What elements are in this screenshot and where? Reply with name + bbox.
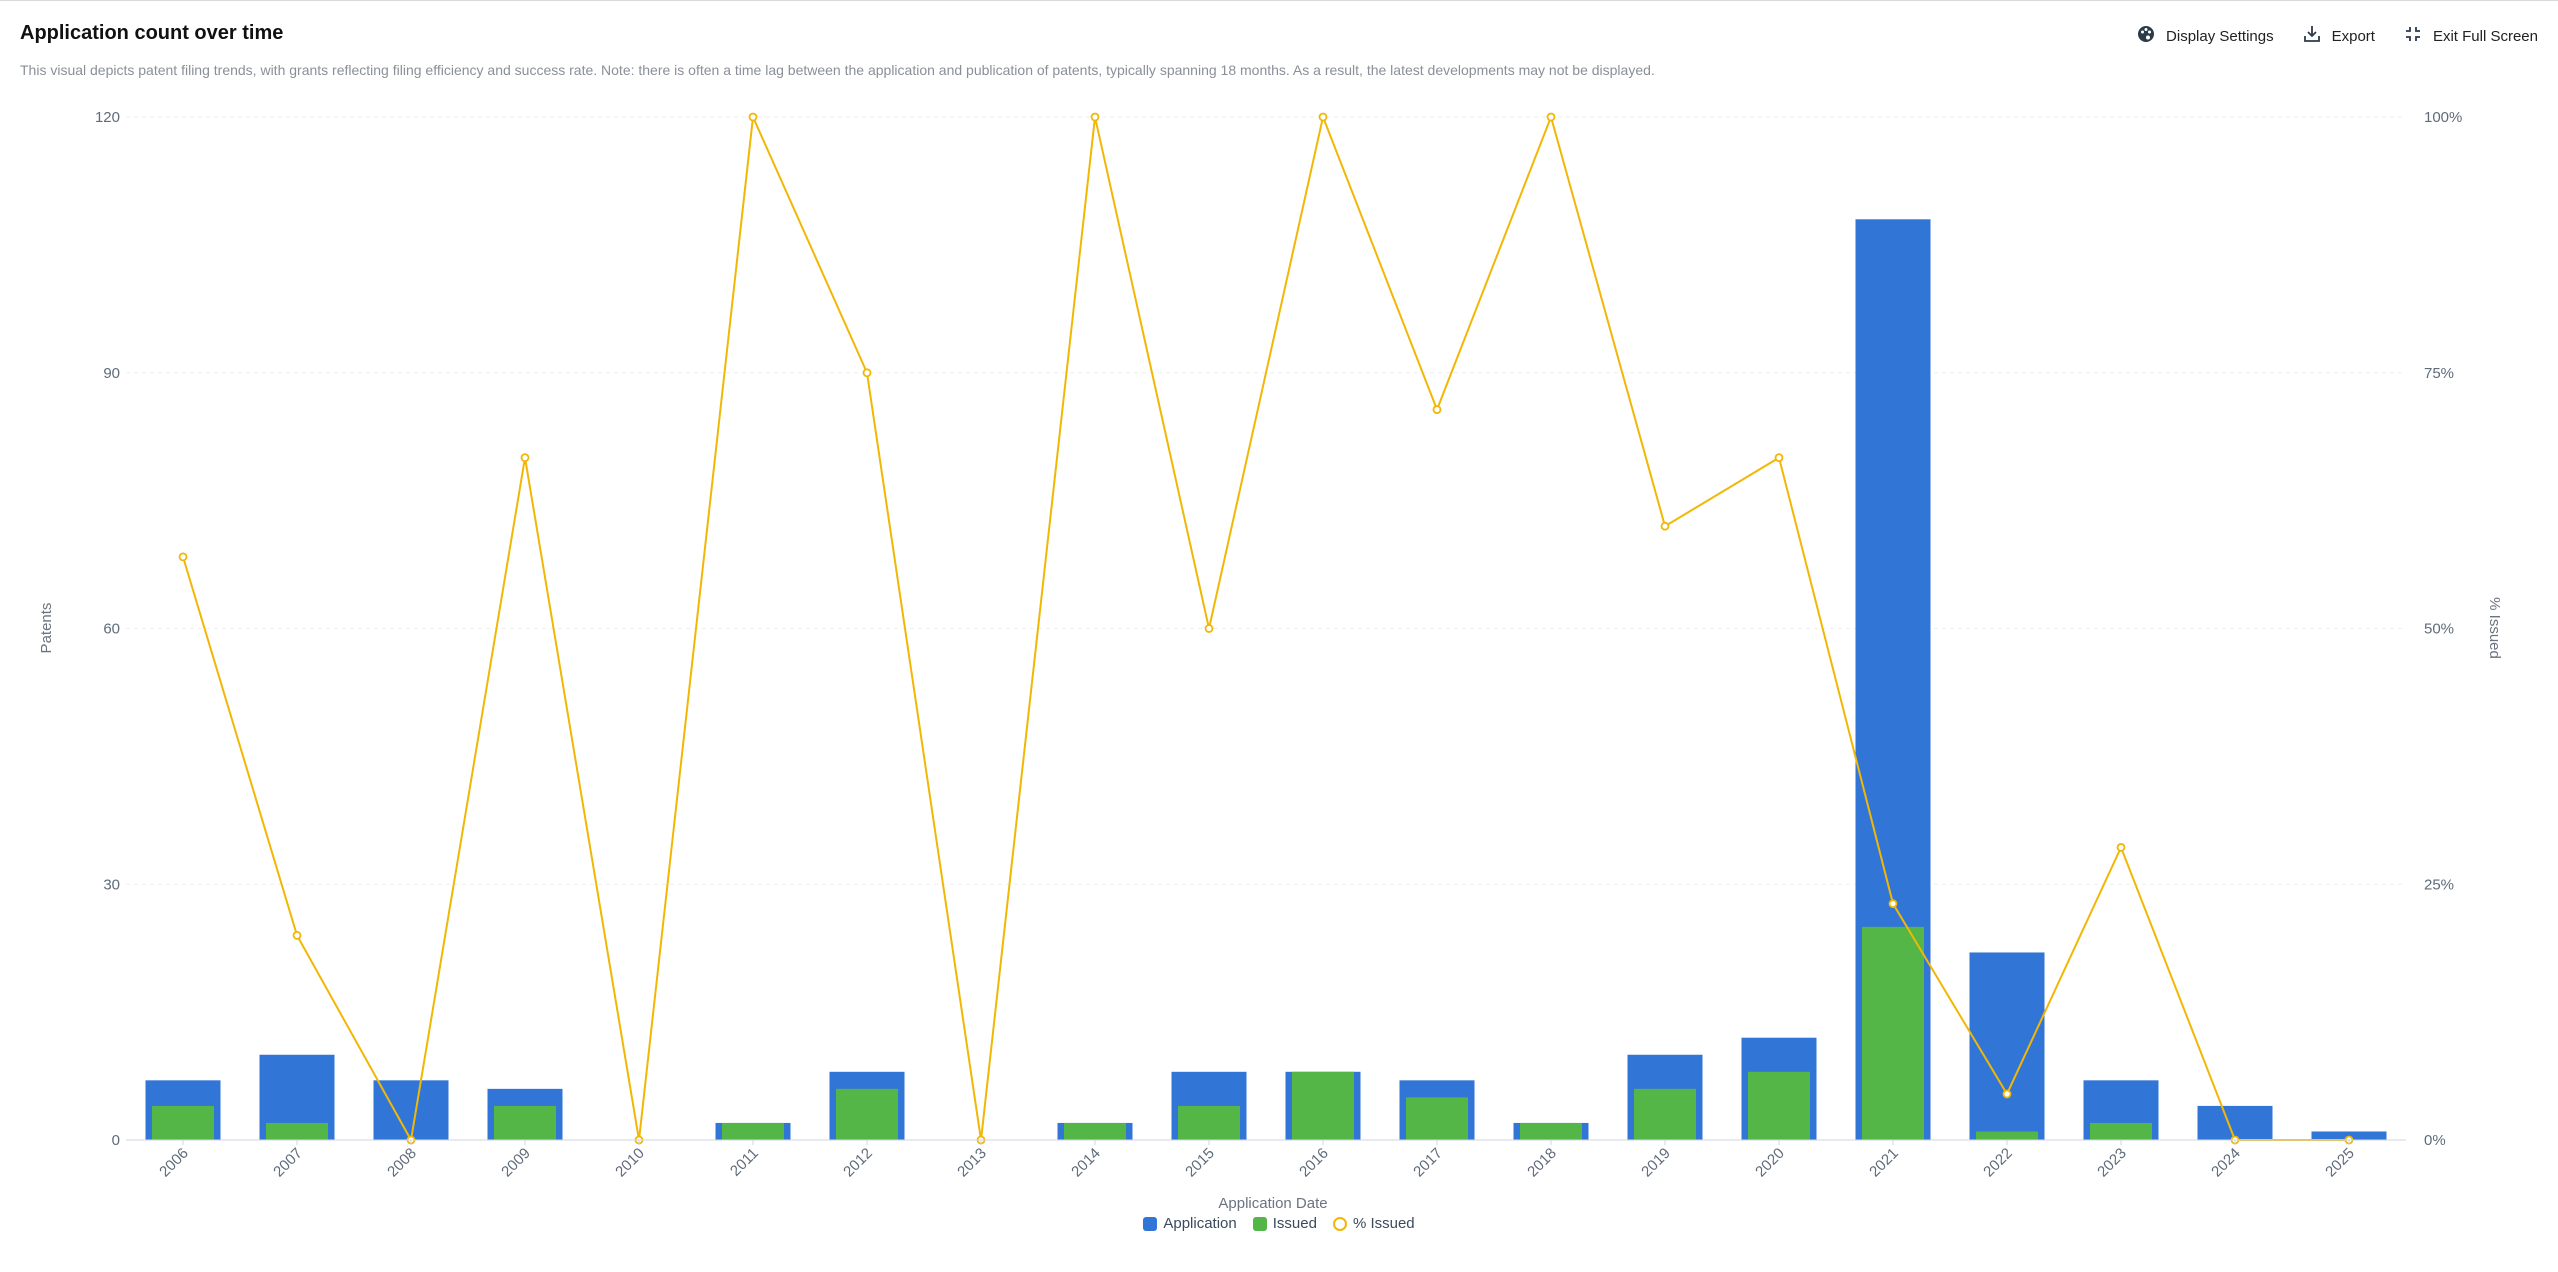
y-tick-label: 60 [103, 621, 120, 638]
point-percent-issued-2015[interactable] [1206, 625, 1213, 632]
x-axis-title: Application Date [1218, 1195, 1327, 1212]
point-percent-issued-2018[interactable] [1548, 114, 1555, 121]
issued-swatch [1253, 1217, 1267, 1231]
toolbar: Display Settings Export Exit Full Screen [2136, 24, 2538, 48]
point-percent-issued-2009[interactable] [522, 454, 529, 461]
y2-tick-label: 75% [2424, 365, 2454, 382]
application-count-chart: 0306090120 0%25%50%75%100% 2006200720082… [0, 80, 2558, 1272]
legend-item-application[interactable]: Application [1143, 1215, 1236, 1232]
bar-issued-2018[interactable] [1520, 1123, 1582, 1140]
point-percent-issued-2020[interactable] [1776, 454, 1783, 461]
x-tick-label: 2018 [1524, 1145, 1560, 1181]
chart-description: This visual depicts patent filing trends… [20, 62, 1655, 78]
display-settings-label: Display Settings [2166, 28, 2274, 45]
legend-label-percent-issued: % Issued [1353, 1215, 1415, 1232]
legend-label-application: Application [1163, 1215, 1236, 1232]
y-axis-ticks: 0 30 60 90 120 [95, 109, 120, 1149]
bar-issued-2017[interactable] [1406, 1097, 1468, 1140]
percent-issued-swatch [1333, 1217, 1347, 1231]
point-percent-issued-2023[interactable] [2118, 844, 2125, 851]
bar-issued-2022[interactable] [1976, 1131, 2038, 1140]
point-percent-issued-2017[interactable] [1434, 406, 1441, 413]
point-percent-issued-2012[interactable] [864, 369, 871, 376]
bar-issued-2016[interactable] [1292, 1072, 1354, 1140]
page-title: Application count over time [20, 22, 283, 45]
x-tick-label: 2008 [384, 1145, 420, 1181]
x-tick-label: 2020 [1752, 1145, 1788, 1181]
point-percent-issued-2011[interactable] [750, 114, 757, 121]
download-icon [2302, 24, 2322, 48]
x-tick-label: 2006 [156, 1145, 192, 1181]
point-percent-issued-2022[interactable] [2004, 1090, 2011, 1097]
x-tick-label: 2023 [2094, 1145, 2130, 1181]
y-axis-title: Patents [38, 603, 55, 654]
bar-issued-2015[interactable] [1178, 1106, 1240, 1140]
bar-issued-2007[interactable] [266, 1123, 328, 1140]
y-tick-label: 90 [103, 365, 120, 382]
x-tick-label: 2019 [1638, 1145, 1674, 1181]
bar-issued-2011[interactable] [722, 1123, 784, 1140]
bar-issued-2021[interactable] [1862, 927, 1924, 1140]
y2-axis-ticks: 0% 25% 50% 75% 100% [2424, 109, 2462, 1149]
x-tick-label: 2013 [954, 1145, 990, 1181]
x-tick-label: 2017 [1410, 1145, 1446, 1181]
export-button[interactable]: Export [2302, 24, 2375, 48]
point-percent-issued-2019[interactable] [1662, 523, 1669, 530]
y2-tick-label: 0% [2424, 1132, 2446, 1149]
top-divider [0, 0, 2558, 1]
bar-issued-2020[interactable] [1748, 1072, 1810, 1140]
export-label: Export [2332, 28, 2375, 45]
bar-issued-2023[interactable] [2090, 1123, 2152, 1140]
grid-lines [126, 117, 2406, 884]
x-tick-label: 2022 [1980, 1145, 2016, 1181]
x-tick-label: 2024 [2208, 1145, 2244, 1181]
x-axis-ticks: 2006 2007 2008 2009 2010 2011 2012 2013 2014 2015… [156, 1140, 2358, 1180]
bar-issued-2009[interactable] [494, 1106, 556, 1140]
exit-full-screen-button[interactable]: Exit Full Screen [2403, 24, 2538, 48]
x-tick-label: 2009 [498, 1145, 534, 1181]
x-tick-label: 2015 [1182, 1145, 1218, 1181]
point-percent-issued-2006[interactable] [180, 553, 187, 560]
y2-tick-label: 100% [2424, 109, 2462, 126]
x-tick-label: 2014 [1068, 1145, 1104, 1181]
y-tick-label: 0 [112, 1132, 120, 1149]
bar-issued-2014[interactable] [1064, 1123, 1126, 1140]
point-percent-issued-2007[interactable] [294, 932, 301, 939]
bar-issued-2006[interactable] [152, 1106, 214, 1140]
bar-application-2008[interactable] [374, 1080, 449, 1140]
x-tick-label: 2012 [840, 1145, 876, 1181]
legend-item-issued[interactable]: Issued [1253, 1215, 1317, 1232]
x-tick-label: 2007 [270, 1145, 306, 1181]
point-percent-issued-2016[interactable] [1320, 114, 1327, 121]
legend-item-percent-issued[interactable]: % Issued [1333, 1215, 1415, 1232]
bar-application-2022[interactable] [1970, 952, 2045, 1140]
y-tick-label: 120 [95, 109, 120, 126]
y-tick-label: 30 [103, 876, 120, 893]
y2-axis-title: % Issued [2486, 597, 2503, 659]
x-tick-label: 2025 [2322, 1145, 2358, 1181]
exit-full-screen-label: Exit Full Screen [2433, 28, 2538, 45]
bar-application-2024[interactable] [2198, 1106, 2273, 1140]
x-tick-label: 2011 [727, 1145, 762, 1180]
x-tick-label: 2010 [612, 1145, 648, 1181]
bar-issued-2012[interactable] [836, 1089, 898, 1140]
palette-icon [2136, 24, 2156, 48]
chart-legend: Application Issued % Issued [0, 1215, 2558, 1232]
point-percent-issued-2014[interactable] [1092, 114, 1099, 121]
y2-tick-label: 25% [2424, 876, 2454, 893]
x-tick-label: 2016 [1296, 1145, 1332, 1181]
y2-tick-label: 50% [2424, 621, 2454, 638]
exit-fullscreen-icon [2403, 24, 2423, 48]
point-percent-issued-2021[interactable] [1890, 900, 1897, 907]
x-tick-label: 2021 [1866, 1145, 1902, 1181]
display-settings-button[interactable]: Display Settings [2136, 24, 2274, 48]
legend-label-issued: Issued [1273, 1215, 1317, 1232]
bar-issued-2019[interactable] [1634, 1089, 1696, 1140]
application-swatch [1143, 1217, 1157, 1231]
